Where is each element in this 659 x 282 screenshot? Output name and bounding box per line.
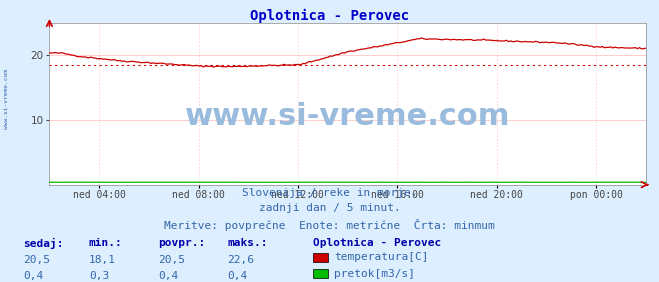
Text: 22,6: 22,6 xyxy=(227,255,254,265)
Text: maks.:: maks.: xyxy=(227,238,268,248)
Text: pretok[m3/s]: pretok[m3/s] xyxy=(334,268,415,279)
Text: Meritve: povprečne  Enote: metrične  Črta: minmum: Meritve: povprečne Enote: metrične Črta:… xyxy=(164,219,495,231)
Text: 20,5: 20,5 xyxy=(158,255,185,265)
Text: Oplotnica - Perovec: Oplotnica - Perovec xyxy=(250,8,409,23)
Text: www.si-vreme.com: www.si-vreme.com xyxy=(4,69,9,129)
Text: Slovenija / reke in morje.: Slovenija / reke in morje. xyxy=(242,188,417,197)
Text: 18,1: 18,1 xyxy=(89,255,116,265)
Text: 0,4: 0,4 xyxy=(227,271,248,281)
Text: Oplotnica - Perovec: Oplotnica - Perovec xyxy=(313,238,442,248)
Text: temperatura[C]: temperatura[C] xyxy=(334,252,428,262)
Text: povpr.:: povpr.: xyxy=(158,238,206,248)
Text: www.si-vreme.com: www.si-vreme.com xyxy=(185,102,510,131)
Text: 0,3: 0,3 xyxy=(89,271,109,281)
Text: sedaj:: sedaj: xyxy=(23,238,63,249)
Text: 20,5: 20,5 xyxy=(23,255,50,265)
Text: min.:: min.: xyxy=(89,238,123,248)
Text: 0,4: 0,4 xyxy=(158,271,179,281)
Text: 0,4: 0,4 xyxy=(23,271,43,281)
Text: zadnji dan / 5 minut.: zadnji dan / 5 minut. xyxy=(258,203,401,213)
